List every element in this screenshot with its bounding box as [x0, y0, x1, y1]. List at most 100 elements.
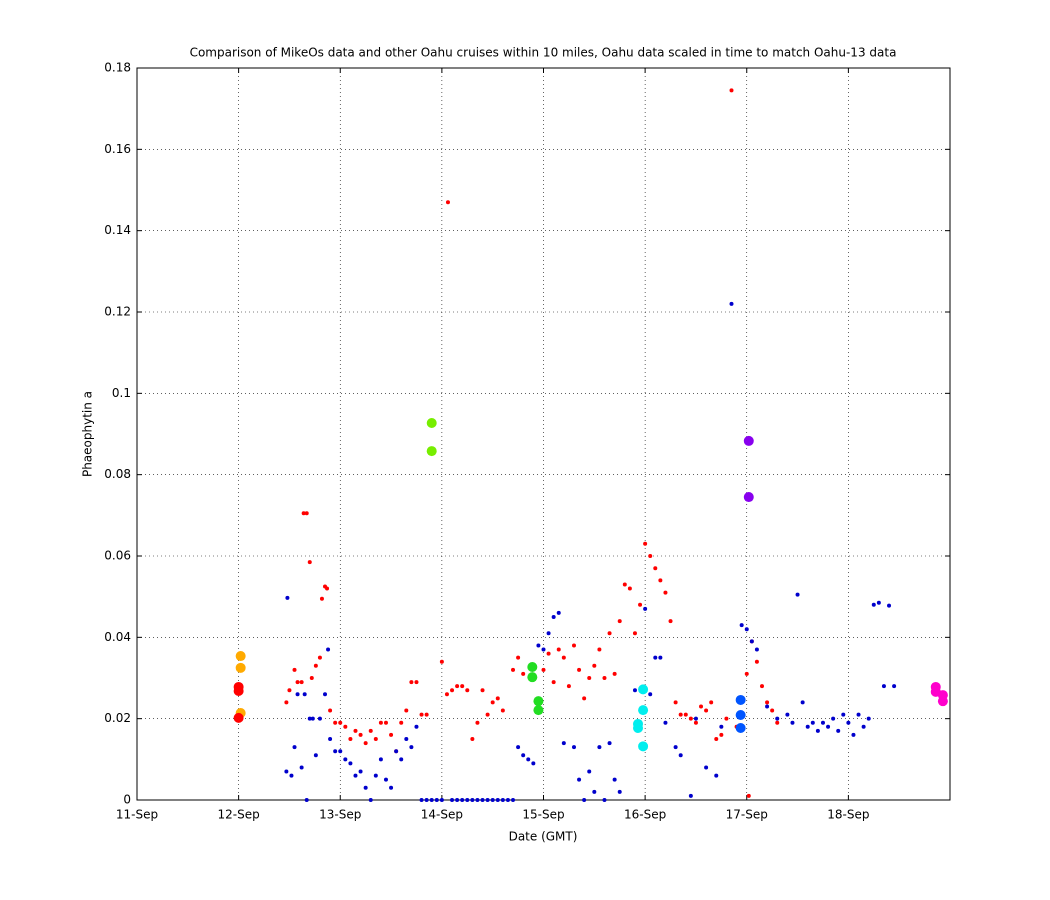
point — [678, 753, 683, 758]
point — [673, 745, 678, 750]
point — [235, 651, 246, 662]
point — [429, 798, 434, 802]
point — [444, 692, 449, 697]
point — [313, 753, 318, 758]
point — [505, 798, 510, 802]
point — [836, 728, 841, 733]
point — [851, 732, 856, 737]
point — [287, 688, 292, 693]
point — [571, 643, 576, 648]
point — [746, 793, 751, 798]
point — [295, 680, 300, 685]
point — [551, 680, 556, 685]
point — [399, 720, 404, 725]
point — [319, 596, 324, 601]
point — [328, 737, 333, 741]
point — [775, 720, 780, 725]
point — [622, 582, 627, 587]
point — [521, 753, 526, 758]
point — [490, 700, 495, 705]
point — [892, 684, 897, 689]
point — [714, 773, 719, 778]
point — [299, 680, 304, 685]
point — [699, 704, 704, 709]
point — [409, 680, 414, 685]
point — [597, 745, 602, 750]
y-tick-label: 0.18 — [104, 61, 131, 75]
point — [313, 663, 318, 668]
point — [653, 566, 658, 571]
point — [348, 761, 353, 766]
point — [302, 692, 307, 697]
point — [495, 696, 500, 701]
point — [871, 602, 876, 607]
point — [735, 710, 746, 721]
point — [455, 798, 460, 802]
point — [450, 798, 455, 802]
point — [292, 745, 297, 750]
point — [638, 741, 649, 752]
point — [638, 705, 649, 716]
point — [743, 492, 754, 503]
point — [424, 798, 429, 802]
point — [729, 301, 734, 306]
point — [607, 741, 612, 746]
point — [516, 745, 521, 750]
point — [729, 88, 734, 93]
y-tick-label: 0 — [123, 793, 131, 807]
point — [445, 200, 450, 205]
point — [602, 676, 607, 680]
point — [577, 777, 582, 782]
point — [323, 692, 328, 697]
point — [582, 798, 587, 802]
point — [785, 712, 790, 717]
point — [688, 716, 693, 721]
point — [632, 631, 637, 636]
x-tick-label: 12-Sep — [218, 808, 260, 822]
point — [536, 643, 541, 648]
point — [439, 659, 444, 664]
point — [643, 541, 648, 546]
point — [470, 798, 475, 802]
point — [937, 696, 948, 707]
x-axis-label: Date (GMT) — [509, 830, 578, 844]
point — [617, 619, 622, 624]
point — [533, 696, 544, 707]
point — [527, 662, 538, 673]
point — [546, 631, 551, 636]
point — [475, 720, 480, 725]
point — [307, 560, 312, 565]
point — [233, 712, 244, 723]
point — [638, 684, 649, 695]
point — [663, 720, 668, 725]
point — [754, 659, 759, 664]
point — [404, 737, 409, 741]
point — [485, 798, 490, 802]
point — [495, 798, 500, 802]
point — [470, 737, 475, 741]
point — [861, 724, 866, 729]
point — [373, 737, 378, 741]
point — [426, 446, 437, 457]
y-axis-label: Phaeophytin a — [81, 391, 95, 477]
point — [643, 606, 648, 611]
point — [688, 793, 693, 798]
plot-frame — [136, 67, 951, 801]
point — [419, 712, 424, 717]
point — [831, 716, 836, 721]
point — [800, 700, 805, 705]
point — [602, 798, 607, 802]
x-tick-label: 17-Sep — [726, 808, 768, 822]
point — [638, 602, 643, 607]
point — [815, 728, 820, 733]
point — [653, 655, 658, 660]
point — [383, 777, 388, 782]
point — [541, 647, 546, 652]
point — [765, 700, 770, 705]
point — [338, 749, 343, 754]
point — [310, 716, 315, 721]
y-tick-label: 0.08 — [104, 467, 131, 481]
point — [424, 712, 429, 717]
point — [426, 418, 437, 429]
point — [531, 761, 536, 766]
